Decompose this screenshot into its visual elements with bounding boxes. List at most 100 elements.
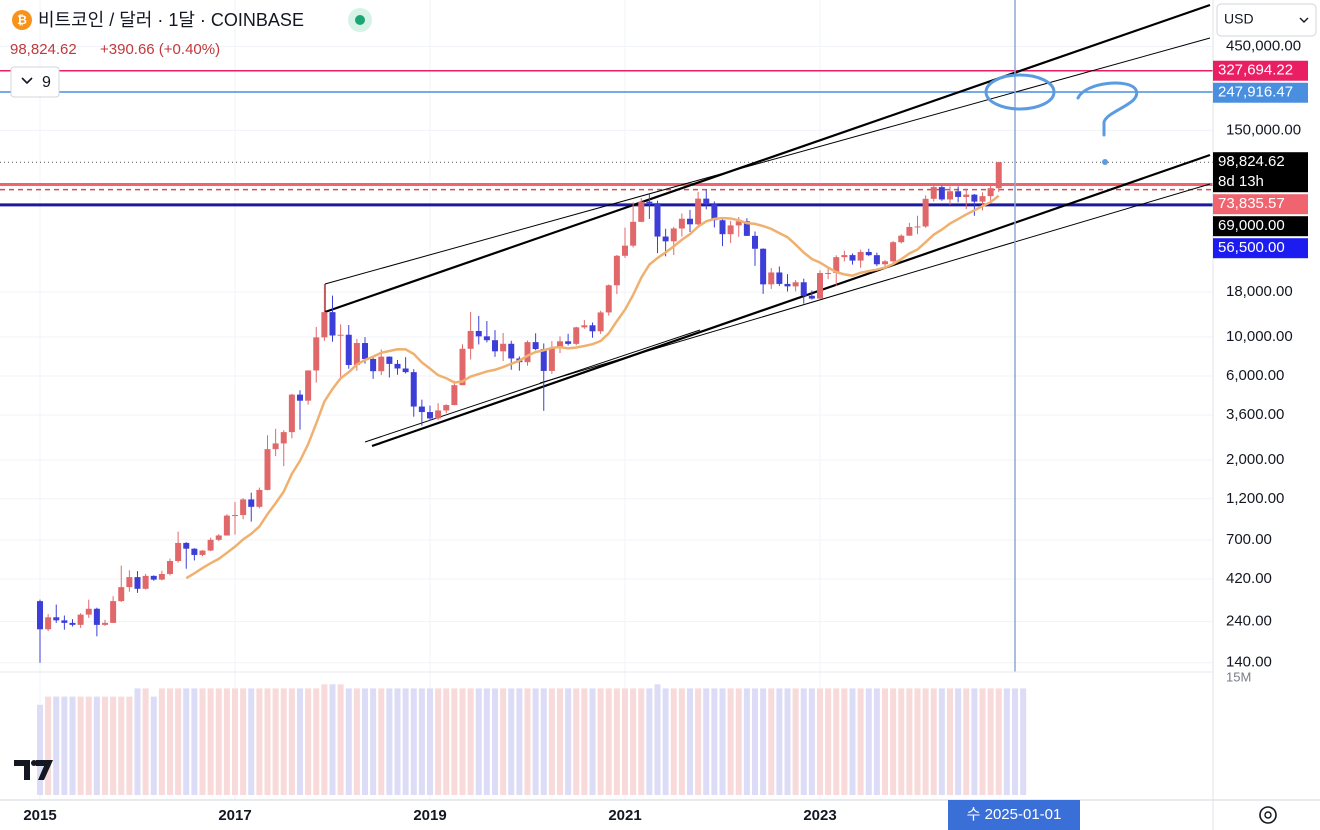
volume-bar (646, 688, 653, 795)
trend-line (324, 3, 1211, 314)
indicator-toggle[interactable] (10, 66, 60, 98)
y-tick-label: 240.00 (1226, 613, 1272, 630)
candle-body (735, 221, 742, 226)
volume-bar (288, 688, 295, 795)
volume-bar (906, 688, 913, 795)
volume-bar (102, 696, 108, 795)
candle-body (118, 587, 125, 602)
trend-line (364, 329, 701, 443)
candle-body (963, 194, 970, 197)
levels (0, 69, 1213, 207)
settings-button[interactable] (1259, 806, 1277, 824)
volume-bar (581, 688, 588, 795)
candle-body (167, 561, 173, 574)
candle-body (256, 489, 263, 507)
volume-bar (573, 688, 580, 795)
volume-bar (69, 696, 76, 795)
volume-bar (873, 688, 880, 795)
volume-bar (150, 696, 157, 795)
candle-body (768, 272, 775, 285)
candle-body (467, 330, 474, 349)
volume-bar (158, 688, 165, 795)
candle-body (987, 188, 994, 197)
volume-bar (61, 696, 68, 795)
candle-body (475, 330, 482, 337)
candle-body (882, 261, 888, 265)
candle-body (345, 334, 352, 365)
currency: USD (1224, 11, 1254, 27)
volume-bar (508, 688, 515, 795)
volume-bar (475, 688, 482, 795)
volume-bar (938, 688, 945, 795)
currency-select[interactable] (1216, 3, 1317, 37)
price-badge-label: 98,824.62 (1218, 153, 1285, 170)
y-tick-label: 150,000.00 (1226, 121, 1301, 138)
candle-body (126, 577, 133, 588)
volume-bar (898, 688, 905, 795)
volume-bar (37, 704, 43, 795)
hand-dot (1102, 159, 1108, 165)
price-badge (1213, 60, 1308, 81)
volume-bar (240, 688, 247, 795)
volume-bar (467, 688, 474, 795)
candle-body (264, 449, 271, 490)
candle-body (760, 248, 767, 285)
price-badge (1213, 238, 1308, 259)
volume-bar (882, 688, 888, 795)
candle-body (150, 575, 157, 580)
x-tick-label: 2015 (23, 807, 56, 824)
candle-body (297, 394, 303, 401)
candle-body (581, 325, 588, 328)
candle-body (199, 550, 206, 555)
candle-body (443, 405, 450, 411)
y-tick-label: 700.00 (1226, 531, 1272, 548)
volume-bar (524, 688, 531, 795)
volume-bar (548, 688, 555, 795)
candle-body (85, 608, 92, 615)
logo (14, 760, 53, 780)
candle-body (719, 220, 726, 235)
volume-bar (605, 688, 612, 795)
candle-body (573, 327, 580, 344)
candle-body (102, 622, 108, 625)
x-tick-label: 2017 (218, 807, 251, 824)
candle-body (207, 539, 214, 551)
volume-bar (630, 688, 637, 795)
y-tick-label: 10,000.00 (1226, 328, 1293, 345)
candle-body (727, 225, 734, 235)
volume-bar (280, 688, 287, 795)
status-dot[interactable] (355, 15, 365, 25)
candle-body (630, 221, 637, 246)
candle-body (711, 204, 718, 221)
candle-body (800, 282, 807, 296)
volume-bar (613, 688, 620, 795)
volume-bar (362, 688, 368, 795)
symbol-title: 비트코인 / 달러 · 1달 · COINBASE (38, 10, 304, 30)
volume-bar (711, 688, 718, 795)
candles (37, 161, 1002, 663)
volume-bar (345, 688, 352, 795)
volume-bar (955, 688, 962, 795)
candle-body (890, 242, 897, 262)
candle-body (687, 218, 693, 225)
candle-body (459, 348, 466, 386)
hand-question (1076, 81, 1139, 137)
volume-bar (167, 688, 173, 795)
candle-body (329, 312, 336, 336)
candle-body (914, 226, 921, 228)
volume-bar (930, 688, 937, 795)
candle-body (508, 343, 515, 359)
candle-body (232, 515, 238, 517)
volume-bar (589, 688, 596, 795)
indicator-count: 9 (42, 74, 51, 91)
volume-bar (110, 696, 117, 795)
volume-bar (337, 684, 344, 795)
price-badge (1213, 194, 1308, 215)
candle-body (792, 282, 799, 287)
y-tick-label: 1,200.00 (1226, 490, 1284, 507)
candle-body (743, 221, 750, 236)
candle-body (857, 251, 864, 261)
candle-body (865, 251, 872, 256)
chevron (1299, 17, 1309, 23)
